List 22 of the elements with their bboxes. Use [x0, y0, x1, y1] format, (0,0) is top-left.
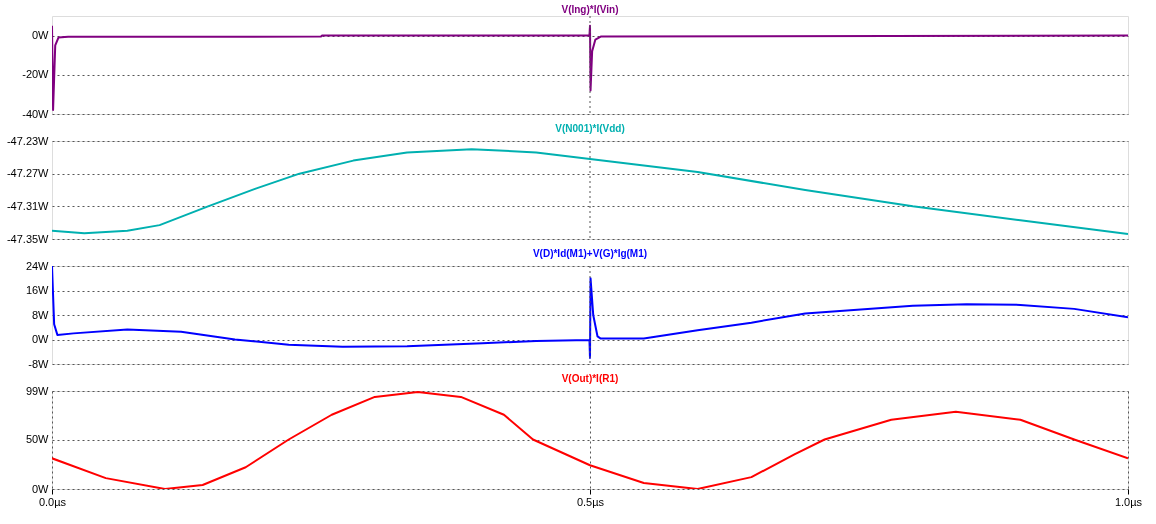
y-tick-label: 16W — [25, 284, 50, 296]
y-tick-label: -47.35W — [6, 232, 50, 245]
y-tick-label: -8W — [28, 357, 50, 370]
y-tick-label: 24W — [25, 259, 50, 272]
y-tick-label: 99W — [25, 384, 50, 397]
chart-title: V(N001)*I(Vdd) — [555, 123, 625, 134]
x-tick-label: 1.0µs — [1114, 495, 1143, 508]
y-tick-label: -47.27W — [6, 167, 50, 180]
y-tick-label: 50W — [25, 433, 50, 446]
chart-title: V(Ing)*I(Vin) — [561, 3, 619, 15]
y-tick-label: -40W — [22, 107, 50, 120]
x-tick-label: 0.5µs — [576, 495, 605, 508]
y-tick-label: -47.31W — [6, 199, 50, 212]
y-tick-label: 0W — [32, 333, 50, 345]
y-tick-label: 0W — [32, 482, 50, 495]
y-tick-label: -20W — [22, 68, 50, 81]
chart-title: V(D)*Id(M1)+V(G)*Ig(M1) — [532, 248, 648, 259]
y-tick-label: 8W — [32, 308, 50, 321]
x-tick-label: 0.0µs — [38, 495, 67, 508]
chart-title: V(Out)*I(R1) — [561, 373, 619, 384]
y-tick-label: -47.23W — [6, 134, 50, 147]
y-tick-label: 0W — [32, 29, 50, 42]
